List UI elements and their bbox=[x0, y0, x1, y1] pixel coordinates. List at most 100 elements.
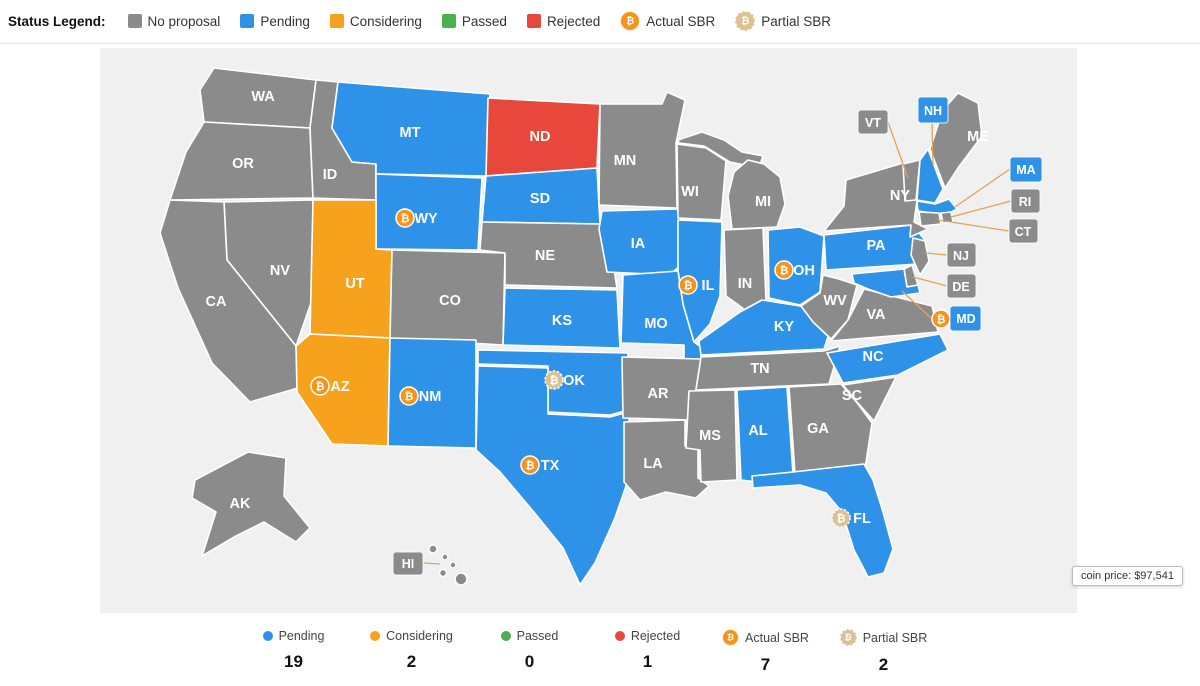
state-ia[interactable] bbox=[598, 208, 685, 276]
legend-item-label: Pending bbox=[260, 13, 310, 29]
state-nj[interactable] bbox=[910, 237, 930, 276]
callout-vt[interactable]: VT bbox=[857, 109, 889, 135]
summary-item-count: 19 bbox=[284, 652, 303, 671]
summary-item-label: Actual SBR bbox=[745, 630, 809, 645]
state-al[interactable] bbox=[736, 386, 794, 486]
state-nc[interactable] bbox=[826, 333, 949, 384]
state-co[interactable] bbox=[389, 249, 506, 346]
state-ma[interactable] bbox=[916, 198, 958, 216]
callout-ri[interactable]: RI bbox=[1010, 188, 1041, 214]
svg-text:NH: NH bbox=[924, 104, 942, 118]
state-ms[interactable] bbox=[685, 389, 738, 483]
rejected-marker-icon bbox=[526, 14, 541, 28]
pending-dot-icon bbox=[262, 631, 273, 641]
state-la[interactable] bbox=[623, 419, 710, 501]
callout-hi[interactable]: HI bbox=[392, 551, 424, 576]
summary-item-count: 1 bbox=[642, 652, 653, 671]
bitcoin-price-tooltip: coin price: $97,541 bbox=[1072, 566, 1183, 586]
callout-nh[interactable]: NH bbox=[917, 96, 949, 124]
legend-item-no_proposal: No proposal bbox=[127, 13, 221, 29]
state-nh[interactable] bbox=[916, 148, 944, 204]
state-mi[interactable] bbox=[727, 159, 786, 230]
state-nd[interactable] bbox=[485, 97, 601, 177]
state-or[interactable] bbox=[169, 121, 314, 201]
bitcoin-icon-nm: ₿ bbox=[399, 386, 419, 406]
svg-text:MD: MD bbox=[956, 312, 975, 326]
callout-line-ri bbox=[950, 200, 1012, 218]
state-az[interactable] bbox=[295, 333, 391, 447]
svg-text:RI: RI bbox=[1019, 195, 1032, 209]
callout-line-vt bbox=[887, 121, 909, 179]
callout-line-ma bbox=[954, 168, 1011, 208]
legend-item-passed: Passed bbox=[441, 13, 507, 29]
summary-item-head: Rejected bbox=[614, 629, 680, 643]
summary-item-partial_sbr: ₿ Partial SBR 2 bbox=[825, 629, 943, 675]
bitcoin-icon-az: ₿ bbox=[310, 376, 330, 396]
bitcoin-icon-oh: ₿ bbox=[774, 260, 794, 280]
callout-ma[interactable]: MA bbox=[1009, 156, 1043, 183]
bitcoin-icon-md: ₿ bbox=[931, 309, 951, 329]
svg-text:CT: CT bbox=[1015, 225, 1032, 239]
summary-item-label: Passed bbox=[516, 629, 559, 643]
state-vt[interactable] bbox=[902, 159, 921, 202]
callout-de[interactable]: DE bbox=[946, 273, 977, 299]
callout-nj[interactable]: NJ bbox=[946, 242, 977, 268]
callout-md[interactable]: MD bbox=[949, 305, 982, 332]
bitcoin-icon-ok: ₿ bbox=[544, 370, 564, 390]
summary-item-head: Pending bbox=[262, 629, 324, 643]
no_proposal-marker-icon bbox=[127, 14, 142, 28]
callout-line-nh bbox=[931, 122, 934, 166]
state-hi-island[interactable] bbox=[438, 568, 448, 578]
summary-item-head: Considering bbox=[370, 629, 453, 643]
state-hi-island[interactable] bbox=[454, 572, 468, 586]
state-shapes bbox=[159, 67, 983, 586]
summary-item-actual_sbr: ₿ Actual SBR 7 bbox=[707, 629, 825, 675]
map-panel: WA OR ID MT WY NV CA UT CO AZ NM ND SD N… bbox=[100, 48, 1077, 613]
summary-item-head: ₿ Partial SBR bbox=[839, 629, 928, 646]
state-mi-upper[interactable] bbox=[677, 131, 764, 169]
state-il[interactable] bbox=[677, 219, 723, 343]
state-ks[interactable] bbox=[502, 287, 621, 349]
state-sd[interactable] bbox=[481, 167, 601, 225]
callout-ct[interactable]: CT bbox=[1008, 218, 1039, 244]
state-wi[interactable] bbox=[676, 143, 727, 221]
actual_sbr-marker-icon: ₿ bbox=[620, 11, 641, 31]
partial_sbr-dot-icon: ₿ bbox=[839, 629, 857, 646]
state-mn[interactable] bbox=[598, 91, 686, 209]
legend-item-label: Passed bbox=[461, 13, 507, 29]
state-wy[interactable] bbox=[375, 173, 483, 251]
state-mt[interactable] bbox=[331, 81, 491, 177]
partial_sbr-marker-icon: ₿ bbox=[735, 11, 756, 31]
summary-item-passed: Passed 0 bbox=[471, 629, 589, 675]
state-ak[interactable] bbox=[191, 451, 311, 557]
bitcoin-icon-tx: ₿ bbox=[520, 455, 540, 475]
state-hi-island[interactable] bbox=[441, 553, 449, 561]
summary-item-label: Partial SBR bbox=[862, 630, 928, 645]
state-wa[interactable] bbox=[199, 67, 317, 129]
summary-item-pending: Pending 19 bbox=[235, 629, 353, 675]
state-fl[interactable] bbox=[751, 463, 894, 578]
actual_sbr-dot-icon: ₿ bbox=[722, 629, 740, 646]
bitcoin-icon-il: ₿ bbox=[678, 275, 698, 295]
state-hi-island[interactable] bbox=[449, 561, 457, 569]
state-md[interactable] bbox=[851, 268, 921, 298]
state-in[interactable] bbox=[723, 227, 767, 313]
rejected-dot-icon bbox=[614, 631, 625, 641]
passed-dot-icon bbox=[500, 631, 511, 641]
state-ct[interactable] bbox=[918, 211, 942, 227]
bitcoin-icon-wy: ₿ bbox=[395, 208, 415, 228]
svg-text:NJ: NJ bbox=[953, 249, 969, 263]
legend-item-label: No proposal bbox=[147, 13, 221, 29]
state-tx[interactable] bbox=[475, 365, 631, 586]
state-ca[interactable] bbox=[159, 199, 299, 403]
legend-item-actual_sbr: ₿ Actual SBR bbox=[620, 11, 715, 31]
summary-item-head: ₿ Actual SBR bbox=[722, 629, 809, 646]
considering-marker-icon bbox=[329, 14, 344, 28]
svg-text:HI: HI bbox=[402, 557, 415, 571]
summary-legend: Pending 19 Considering 2 Passed 0 Rejected 1 ₿ Ac… bbox=[100, 629, 1077, 675]
callout-line-nj bbox=[924, 252, 948, 256]
callout-lines bbox=[422, 121, 1012, 565]
passed-marker-icon bbox=[441, 14, 456, 28]
state-hi-island[interactable] bbox=[428, 544, 438, 554]
